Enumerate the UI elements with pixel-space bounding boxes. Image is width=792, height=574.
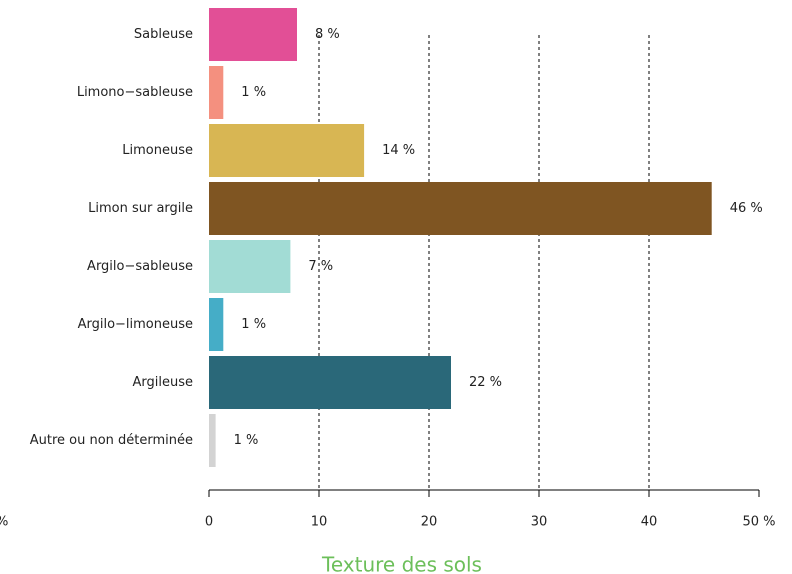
x-tick-label: 30 [531,515,548,530]
x-tick-label: 0 [205,515,213,530]
annotation: % [0,515,8,530]
value-label: 1 % [241,85,266,100]
bar [209,124,365,177]
bar [209,298,224,351]
y-tick-label: Argileuse [133,375,194,390]
x-tick-label: 20 [421,515,438,530]
x-tick-label: 10 [311,515,328,530]
y-tick-label: Argilo−limoneuse [78,317,193,332]
bar [209,414,216,467]
y-tick-label: Sableuse [134,27,193,42]
y-tick-label: Limono−sableuse [77,85,193,100]
chart-title: Texture des sols [321,553,482,574]
x-tick-label: 50 % [742,515,775,530]
bar [209,356,451,409]
y-tick-label: Limoneuse [122,143,193,158]
x-tick-label: 40 [641,515,658,530]
bar [209,66,224,119]
value-label: 7 % [308,259,333,274]
bar [209,240,291,293]
y-tick-label: Autre ou non déterminée [30,433,193,448]
bar [209,182,712,235]
value-label: 1 % [241,317,266,332]
value-label: 8 % [315,27,340,42]
y-tick-label: Argilo−sableuse [87,259,193,274]
value-label: 1 % [234,433,259,448]
value-label: 14 % [382,143,415,158]
value-label: 46 % [730,201,763,216]
value-label: 22 % [469,375,502,390]
y-tick-label: Limon sur argile [88,201,193,216]
bar [209,8,297,61]
